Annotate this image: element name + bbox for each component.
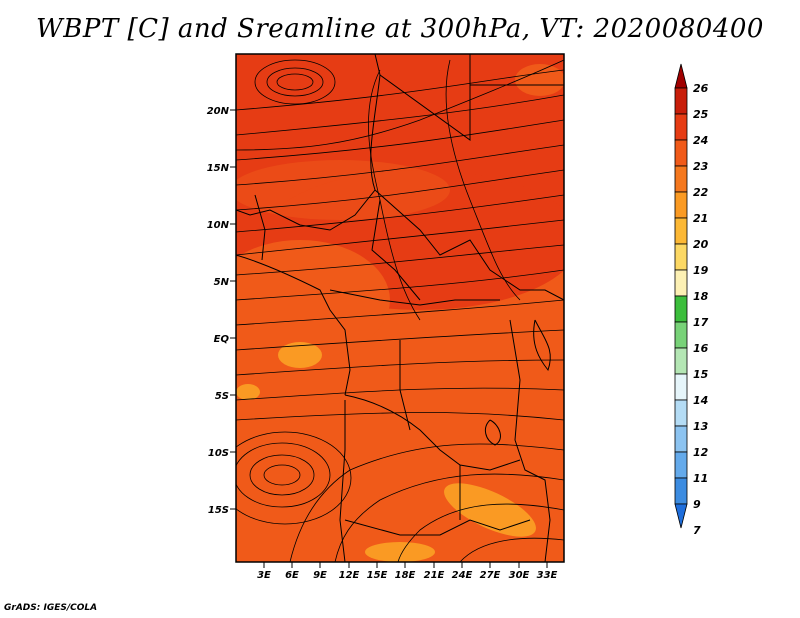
colorbar-swatch <box>674 399 688 427</box>
colorbar: 26 25 24 23 22 21 20 19 18 17 16 15 14 13 12 11 9 7 <box>674 63 709 537</box>
colorbar-swatch <box>674 347 688 375</box>
chart-title: WBPT [C] and Sreamline at 300hPa, VT: 20… <box>36 14 764 44</box>
streamlines <box>236 59 564 562</box>
colorbar-label: 13 <box>693 420 709 433</box>
latitude-axis: 20N 15N 10N 5N EQ 5S 10S 15S <box>207 106 236 516</box>
colorbar-swatch <box>674 477 688 505</box>
colorbar-swatch <box>674 425 688 453</box>
colorbar-swatch <box>674 113 688 141</box>
colorbar-swatch <box>674 191 688 219</box>
colorbar-swatch <box>674 373 688 401</box>
lon-label: 24E <box>452 570 473 581</box>
colorbar-swatch <box>674 165 688 193</box>
colorbar-swatch <box>674 451 688 479</box>
colorbar-swatch <box>674 139 688 167</box>
colorbar-swatch <box>674 217 688 245</box>
lon-label: 33E <box>537 570 558 581</box>
lon-label: 30E <box>509 570 530 581</box>
lat-label: 15S <box>208 505 229 516</box>
lon-label: 9E <box>313 570 327 581</box>
colorbar-label: 21 <box>693 212 708 225</box>
colorbar-label: 9 <box>693 498 701 511</box>
lat-label: 5N <box>214 277 230 288</box>
colorbar-top-arrow <box>674 63 688 89</box>
colorbar-label: 11 <box>693 472 708 485</box>
colorbar-label: 26 <box>693 82 709 95</box>
colorbar-label: 22 <box>693 186 709 199</box>
colorbar-label: 23 <box>693 160 709 173</box>
lat-label: 20N <box>207 106 230 117</box>
warm-patch-west <box>278 342 322 368</box>
lon-label: 15E <box>367 570 388 581</box>
colorbar-label: 18 <box>693 290 709 303</box>
colorbar-label: 19 <box>693 264 709 277</box>
lon-label: 21E <box>424 570 445 581</box>
map-frame <box>235 53 565 563</box>
colorbar-swatch <box>674 295 688 323</box>
lat-label: 10N <box>207 220 230 231</box>
lat-label: 15N <box>207 163 230 174</box>
colorbar-swatch <box>674 87 688 115</box>
colorbar-label: 15 <box>693 368 709 381</box>
lon-label: 6E <box>285 570 299 581</box>
lat-label: 5S <box>215 391 229 402</box>
colorbar-label: 7 <box>693 524 701 537</box>
temperature-field <box>236 54 564 562</box>
lon-label: 27E <box>480 570 501 581</box>
lat-label: 10S <box>208 448 229 459</box>
country-borders <box>236 54 564 562</box>
colorbar-swatch <box>674 321 688 349</box>
lon-label: 3E <box>257 570 271 581</box>
lon-label: 18E <box>395 570 416 581</box>
lat-label: EQ <box>214 334 230 345</box>
grads-credit: GrADS: IGES/COLA <box>4 603 98 613</box>
lon-label: 12E <box>339 570 360 581</box>
colorbar-label: 25 <box>693 108 709 121</box>
colorbar-label: 16 <box>693 342 709 355</box>
longitude-axis: 3E 6E 9E 12E 15E 18E 21E 24E 27E 30E 33E <box>257 562 558 581</box>
colorbar-label: 24 <box>693 134 708 147</box>
colorbar-swatch <box>674 243 688 271</box>
colorbar-swatch <box>674 269 688 297</box>
colorbar-label: 12 <box>693 446 709 459</box>
colorbar-label: 17 <box>693 316 709 329</box>
colorbar-bottom-arrow <box>674 503 688 529</box>
colorbar-label: 14 <box>693 394 708 407</box>
colorbar-label: 20 <box>693 238 709 251</box>
